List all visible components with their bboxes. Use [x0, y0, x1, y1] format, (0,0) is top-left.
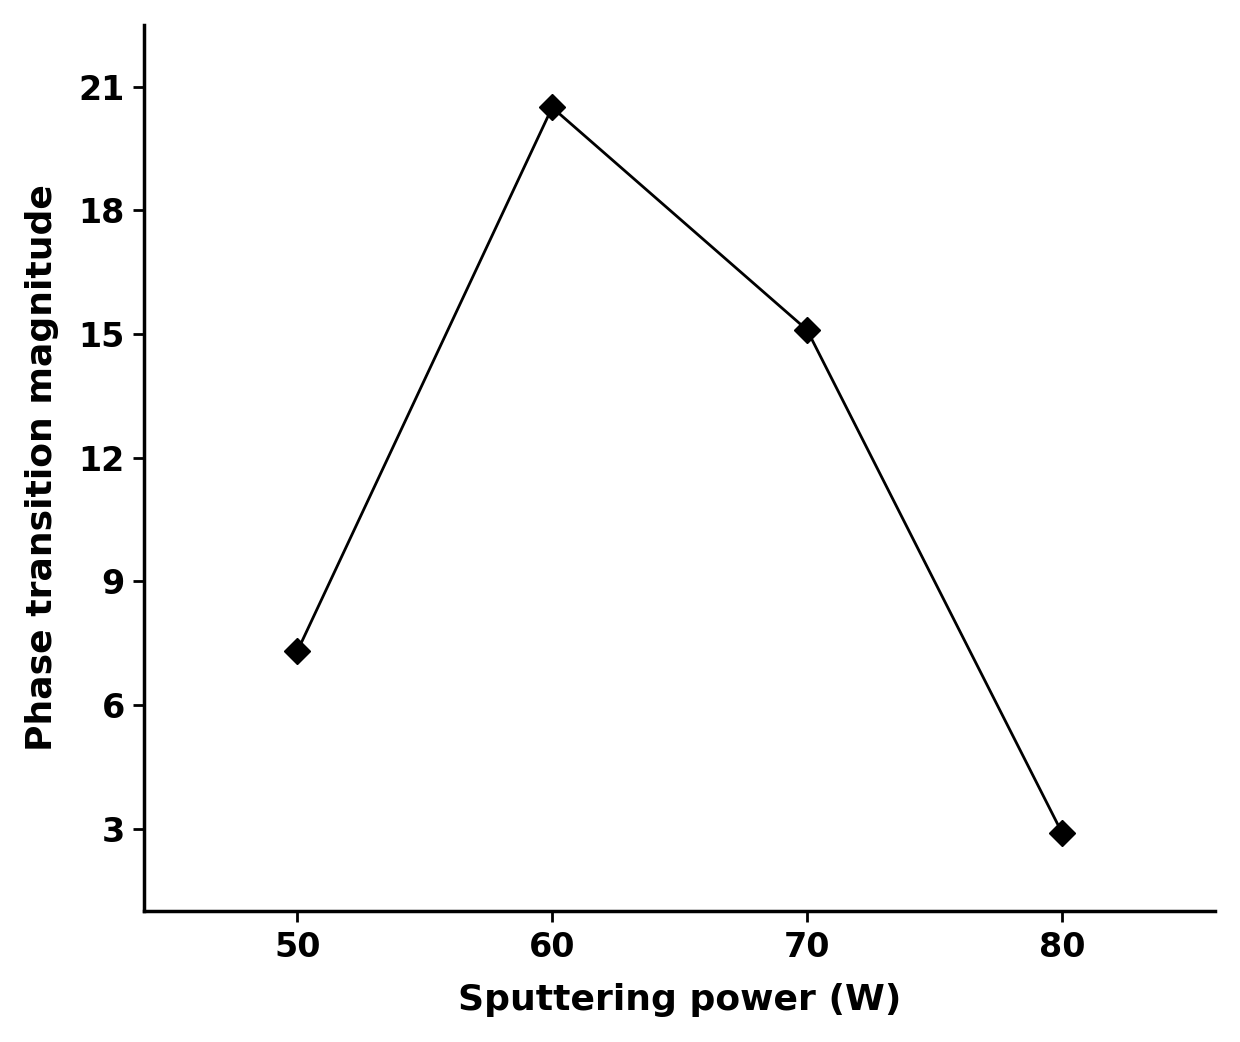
X-axis label: Sputtering power (W): Sputtering power (W) [458, 983, 901, 1017]
Y-axis label: Phase transition magnitude: Phase transition magnitude [25, 184, 60, 751]
